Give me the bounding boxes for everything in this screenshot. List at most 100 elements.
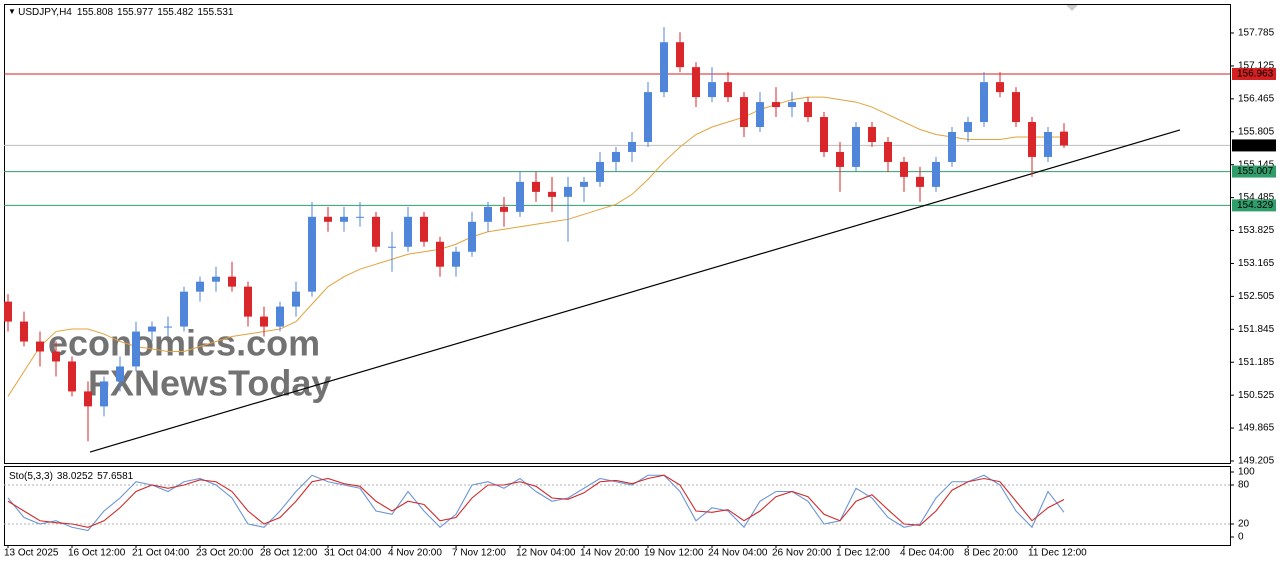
candle-body xyxy=(980,82,988,123)
candle-body xyxy=(36,341,44,352)
candle-body xyxy=(484,206,492,222)
candle-body xyxy=(948,132,956,162)
candle-body xyxy=(292,291,300,307)
candle-body xyxy=(452,251,460,267)
candle-body xyxy=(772,102,780,108)
shift-marker xyxy=(1066,5,1078,11)
candle-body xyxy=(180,291,188,327)
candle-body xyxy=(644,92,652,142)
candle-body xyxy=(1028,122,1036,157)
candle-body xyxy=(228,276,236,287)
level-box xyxy=(1232,67,1276,80)
y-tick-label: 157.125 xyxy=(1238,61,1275,72)
candle-body xyxy=(564,186,572,197)
candle-body xyxy=(404,216,412,247)
candle-body xyxy=(548,191,556,197)
candle-body xyxy=(756,102,764,128)
symbol: USDJPY,H4 xyxy=(18,7,72,18)
candle-body xyxy=(324,216,332,222)
candle-body xyxy=(132,331,140,367)
y-tick-label: 156.465 xyxy=(1238,93,1275,104)
y-tick-label: 153.825 xyxy=(1238,225,1275,236)
stoch-frame xyxy=(4,466,1231,546)
x-tick-label: 26 Nov 20:00 xyxy=(772,548,832,559)
y-tick-label: 152.505 xyxy=(1238,291,1275,302)
stoch-plot xyxy=(7,474,1065,532)
candle-body xyxy=(1012,92,1020,123)
candle-body xyxy=(308,216,316,292)
y-tick-label: 150.525 xyxy=(1238,390,1275,401)
main-frame xyxy=(4,4,1231,464)
moving-average xyxy=(7,96,1064,397)
high-value: 155.977 xyxy=(117,7,154,18)
candle-body xyxy=(692,67,700,98)
candle-body xyxy=(868,127,876,142)
candle-body xyxy=(212,276,220,282)
price-label: 155.531 xyxy=(1237,140,1274,151)
y-tick-label: 149.865 xyxy=(1238,423,1275,434)
candle-body xyxy=(676,42,684,68)
x-tick-label: 4 Nov 20:00 xyxy=(388,548,442,559)
candle-body xyxy=(532,181,540,192)
y-tick-label: 149.205 xyxy=(1238,456,1275,467)
candle-body xyxy=(804,102,812,118)
candle-body xyxy=(900,161,908,177)
candle-body xyxy=(884,141,892,162)
y-tick-label: 80 xyxy=(1238,480,1250,491)
y-tick-label: 151.845 xyxy=(1238,324,1275,335)
y-tick-label: 100 xyxy=(1238,467,1255,478)
x-tick-label: 8 Dec 20:00 xyxy=(964,548,1018,559)
x-tick-label: 7 Nov 12:00 xyxy=(452,548,506,559)
stoch-line xyxy=(7,474,1065,532)
candle-body xyxy=(788,102,796,108)
candle-body xyxy=(916,176,924,187)
menu-arrow: ▼ xyxy=(8,7,18,16)
candle-body xyxy=(52,351,60,362)
level-box xyxy=(1232,165,1276,178)
main-plot xyxy=(4,27,1230,453)
candle-body xyxy=(276,306,284,327)
y-tick-label: 153.165 xyxy=(1238,258,1275,269)
candle-body xyxy=(196,281,204,292)
x-tick-label: 4 Dec 04:00 xyxy=(900,548,954,559)
candle-body xyxy=(260,316,268,327)
candle-body xyxy=(84,391,92,407)
x-tick-label: 21 Oct 04:00 xyxy=(132,548,190,559)
candle-body xyxy=(148,326,156,332)
y-tick-label: 157.785 xyxy=(1238,28,1275,39)
y-tick-label: 154.485 xyxy=(1238,192,1275,203)
x-tick-label: 28 Oct 12:00 xyxy=(260,548,318,559)
level-label: 154.329 xyxy=(1237,200,1274,211)
candle-body xyxy=(100,381,108,407)
header: ▼ USDJPY,H4 155.808 155.977 155.482 155.531 xyxy=(8,7,234,18)
x-tick-label: 14 Nov 20:00 xyxy=(580,548,640,559)
candle-body xyxy=(932,161,940,187)
level-label: 155.007 xyxy=(1237,166,1274,177)
x-tick-label: 16 Oct 12:00 xyxy=(68,548,126,559)
candle-body xyxy=(4,301,12,322)
stoch-header: Sto(5,3,3) 38.0252 57.6581 xyxy=(9,471,134,482)
y-tick-label: 155.145 xyxy=(1238,159,1275,170)
level-box xyxy=(1232,199,1276,212)
x-tick-label: 24 Nov 04:00 xyxy=(708,548,768,559)
stoch-title: Sto(5,3,3) xyxy=(9,471,53,482)
candle-body xyxy=(164,326,172,328)
candle-body xyxy=(996,82,1004,93)
open-value: 155.808 xyxy=(77,7,114,18)
x-tick-label: 23 Oct 20:00 xyxy=(196,548,254,559)
candle-body xyxy=(436,241,444,267)
candle-body xyxy=(340,216,348,222)
y-tick-label: 151.185 xyxy=(1238,357,1275,368)
candle-body xyxy=(356,216,364,218)
stoch-signal-value: 57.6581 xyxy=(97,471,134,482)
candle-body xyxy=(1060,131,1068,146)
stoch-line xyxy=(7,474,1065,528)
trendline xyxy=(89,129,1181,453)
low-value: 155.482 xyxy=(157,7,194,18)
x-tick-label: 31 Oct 04:00 xyxy=(324,548,382,559)
y-tick-label: 0 xyxy=(1238,532,1244,543)
candle-body xyxy=(1044,132,1052,157)
